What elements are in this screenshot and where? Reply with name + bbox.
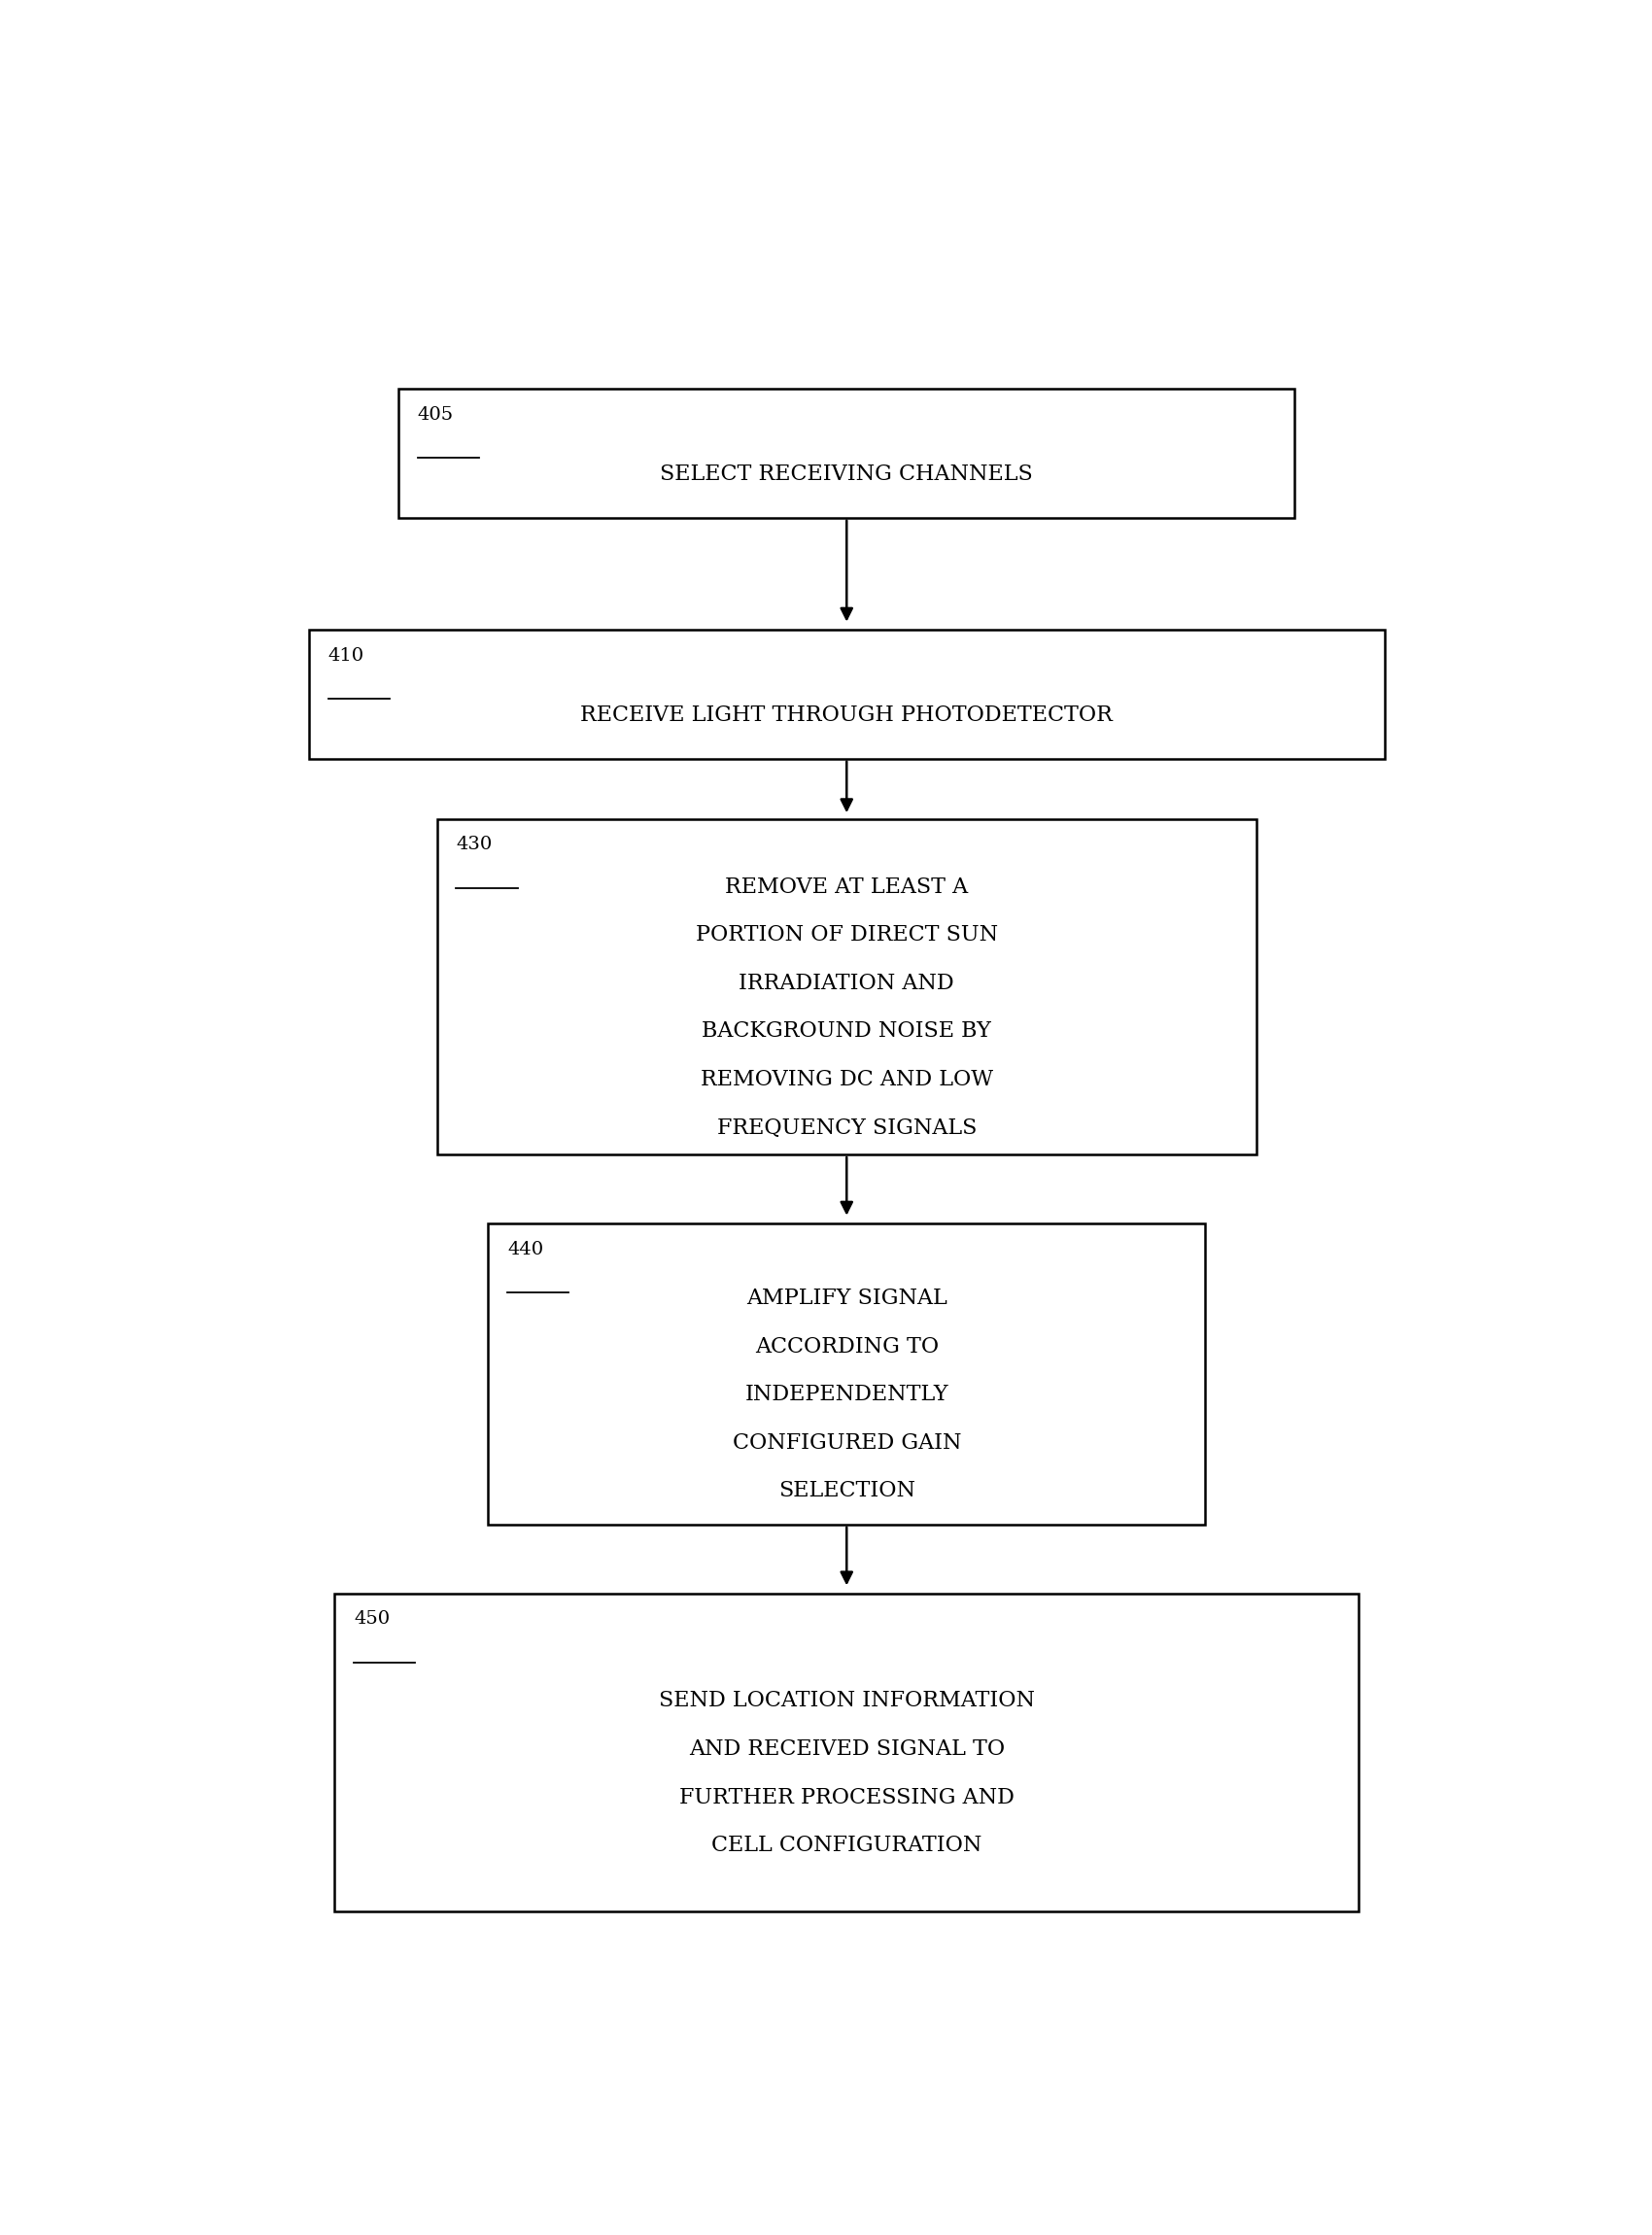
Text: 440: 440 (507, 1240, 544, 1258)
Text: BACKGROUND NOISE BY: BACKGROUND NOISE BY (702, 1021, 991, 1042)
Text: REMOVING DC AND LOW: REMOVING DC AND LOW (700, 1068, 993, 1091)
Text: CONFIGURED GAIN: CONFIGURED GAIN (732, 1433, 961, 1453)
Bar (489, 1223, 1206, 1524)
Text: SELECT RECEIVING CHANNELS: SELECT RECEIVING CHANNELS (661, 463, 1032, 485)
Text: REMOVE AT LEAST A: REMOVE AT LEAST A (725, 876, 968, 898)
Text: 405: 405 (418, 407, 454, 422)
Bar (436, 818, 1257, 1155)
Text: CELL CONFIGURATION: CELL CONFIGURATION (712, 1835, 981, 1855)
Text: IRRADIATION AND: IRRADIATION AND (738, 972, 955, 995)
Text: AMPLIFY SIGNAL: AMPLIFY SIGNAL (747, 1287, 947, 1310)
Bar (334, 1594, 1358, 1911)
Text: 430: 430 (456, 836, 492, 854)
Text: FREQUENCY SIGNALS: FREQUENCY SIGNALS (717, 1118, 976, 1138)
Text: SELECTION: SELECTION (778, 1480, 915, 1502)
Text: 410: 410 (329, 646, 363, 664)
Text: RECEIVE LIGHT THROUGH PHOTODETECTOR: RECEIVE LIGHT THROUGH PHOTODETECTOR (580, 704, 1113, 726)
Text: SEND LOCATION INFORMATION: SEND LOCATION INFORMATION (659, 1690, 1034, 1712)
Text: 450: 450 (354, 1611, 390, 1627)
Bar (309, 630, 1384, 758)
Text: PORTION OF DIRECT SUN: PORTION OF DIRECT SUN (695, 925, 998, 945)
Bar (398, 389, 1295, 519)
Text: AND RECEIVED SIGNAL TO: AND RECEIVED SIGNAL TO (689, 1739, 1004, 1759)
Text: INDEPENDENTLY: INDEPENDENTLY (745, 1383, 948, 1406)
Text: FURTHER PROCESSING AND: FURTHER PROCESSING AND (679, 1786, 1014, 1808)
Text: ACCORDING TO: ACCORDING TO (755, 1337, 938, 1357)
